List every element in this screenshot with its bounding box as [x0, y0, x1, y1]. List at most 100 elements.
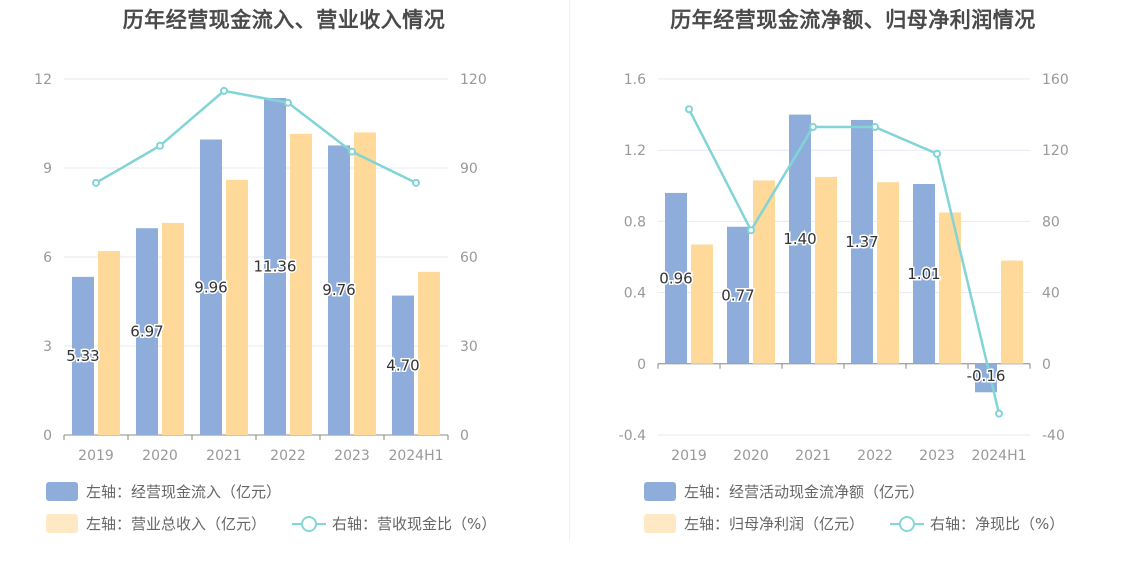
data-label: 9.76	[322, 281, 355, 299]
y-tick-label-right: 120	[1042, 143, 1069, 159]
chart-panel-right: 历年经营现金流净额、归母净利润情况 -0.4 0 0.4 0.8 1.2 1.6 -40 0 4…	[572, 0, 1134, 582]
legend-item-line[interactable]: 右轴：净现比（%）	[890, 513, 1064, 534]
legend-label: 左轴：归母净利润（亿元）	[684, 515, 865, 533]
legend-swatch-blue	[46, 482, 78, 501]
legend-line-marker-icon	[890, 514, 924, 533]
bar-series1	[913, 184, 935, 364]
chart-panel-left: 历年经营现金流入、营业收入情况 0 3 6 9 12 0 30 60 90 120 2019 2020…	[34, 8, 496, 534]
legend-label: 左轴：经营活动现金流净额（亿元）	[684, 483, 925, 501]
legend-item-bar1[interactable]: 左轴：经营现金流入（亿元）	[46, 481, 281, 502]
data-label: 1.40	[783, 230, 816, 248]
y-tick-label-right: 160	[1042, 72, 1069, 88]
bar-series2	[162, 222, 184, 435]
y-tick-label-right: 0	[1042, 357, 1051, 373]
y-tick-label-left: 0	[43, 428, 52, 444]
data-label: 0.77	[721, 286, 754, 304]
line-point	[747, 226, 755, 235]
data-label: 5.33	[66, 347, 99, 365]
legend-item-bar1[interactable]: 左轴：经营活动现金流净额（亿元）	[644, 481, 924, 502]
x-tick-label: 2024H1	[971, 448, 1026, 464]
legend-swatch-orange	[46, 514, 78, 533]
legend-line-marker-icon	[292, 514, 326, 533]
legend-item-bar2[interactable]: 左轴：营业总收入（亿元）	[46, 513, 266, 534]
legend-label: 右轴：营收现金比（%）	[332, 515, 497, 533]
chart-title: 历年经营现金流入、营业收入情况	[122, 8, 446, 32]
bar-series2	[1001, 260, 1023, 364]
line-point	[92, 178, 100, 187]
line-point	[995, 409, 1003, 418]
x-tick-label: 2020	[142, 448, 178, 464]
bar-series1	[264, 97, 286, 435]
x-tick-label: 2021	[795, 448, 831, 464]
line-point	[871, 123, 879, 132]
y-tick-label-right: 80	[1042, 214, 1060, 230]
bar-series2	[290, 133, 312, 435]
data-label: 6.97	[130, 323, 163, 341]
bar-series1	[727, 226, 749, 364]
x-tick-label: 2020	[733, 448, 769, 464]
legend-item-line[interactable]: 右轴：营收现金比（%）	[292, 513, 496, 534]
bar-series1	[136, 228, 158, 435]
y-tick-label-left: 0	[637, 357, 646, 373]
bar-series2	[877, 182, 899, 364]
line-point	[412, 178, 420, 187]
y-tick-label-right: 60	[460, 250, 478, 266]
legend-item-bar2[interactable]: 左轴：归母净利润（亿元）	[644, 513, 864, 534]
y-tick-label-left: 0.4	[624, 286, 646, 302]
bar-series2	[354, 132, 376, 435]
y-tick-label-right: -40	[1042, 428, 1065, 444]
bar-series2	[815, 176, 837, 364]
y-tick-label-left: -0.4	[619, 428, 646, 444]
line-series	[95, 89, 417, 184]
y-tick-label-left: 9	[43, 161, 52, 177]
legend-swatch-blue	[644, 482, 676, 501]
y-tick-label-left: 6	[43, 250, 52, 266]
bar-series1	[789, 114, 811, 364]
y-tick-label-left: 1.2	[624, 143, 646, 159]
bar-series1	[328, 145, 350, 435]
data-label: 1.01	[907, 265, 940, 283]
line-point	[156, 141, 164, 150]
y-tick-label-right: 30	[460, 339, 478, 355]
bar-series1	[392, 295, 414, 435]
y-tick-label-left: 0.8	[624, 214, 646, 230]
line-point	[348, 147, 356, 156]
y-tick-label-right: 90	[460, 161, 478, 177]
y-tick-label-left: 1.6	[624, 72, 646, 88]
legend-label: 左轴：营业总收入（亿元）	[86, 515, 267, 533]
bar-series2	[691, 244, 713, 364]
x-tick-label: 2023	[919, 448, 955, 464]
y-tick-label-right: 120	[460, 72, 487, 88]
data-label: 4.70	[386, 356, 419, 374]
bar-series1	[200, 139, 222, 435]
x-tick-label: 2022	[857, 448, 893, 464]
chart-title: 历年经营现金流净额、归母净利润情况	[670, 8, 1036, 32]
bar-series2	[753, 180, 775, 364]
x-tick-label: 2023	[334, 448, 370, 464]
x-tick-label: 2022	[270, 448, 306, 464]
chart-plot-area: -0.4 0 0.4 0.8 1.2 1.6 -40 0 40 80 120 160 2019 2020 2…	[619, 72, 1069, 464]
y-tick-label-right: 40	[1042, 286, 1060, 302]
bar-series1	[665, 192, 687, 364]
line-series	[687, 108, 1001, 414]
legend-label: 左轴：经营现金流入（亿元）	[86, 483, 282, 501]
y-tick-label-right: 0	[460, 428, 469, 444]
line-point	[284, 98, 292, 107]
y-tick-label-left: 12	[34, 72, 52, 88]
data-label: 9.96	[194, 278, 227, 296]
line-point	[685, 105, 693, 114]
data-label: 11.36	[254, 257, 297, 275]
line-point	[809, 123, 817, 132]
y-tick-label-left: 3	[43, 339, 52, 355]
bar-series1	[851, 119, 873, 364]
x-tick-label: 2024H1	[388, 448, 443, 464]
data-label: 0.96	[659, 269, 692, 287]
data-label: 1.37	[845, 233, 878, 251]
line-point	[220, 86, 228, 95]
panel-divider	[569, 0, 570, 540]
bar-series2	[98, 251, 120, 435]
bar-series1	[72, 276, 94, 435]
bar-series2	[418, 271, 440, 435]
x-tick-label: 2019	[78, 448, 114, 464]
